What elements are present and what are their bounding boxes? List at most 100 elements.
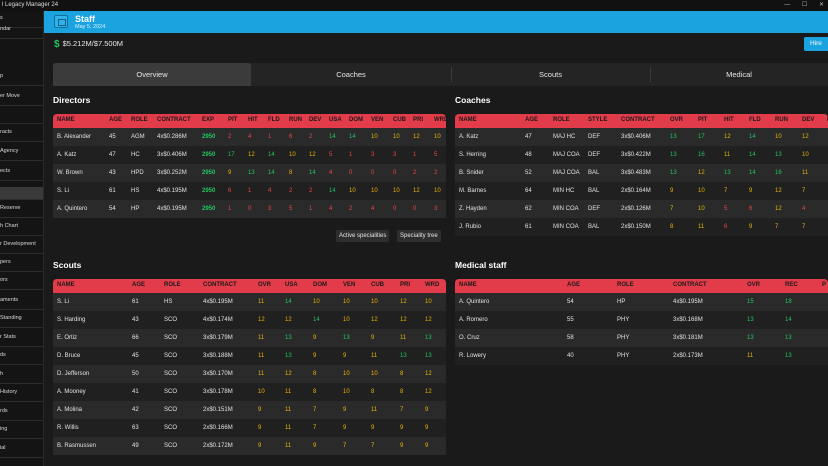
column-header[interactable]: HIT [248,117,258,123]
column-header[interactable]: FLD [749,117,761,123]
sidebar-item[interactable]: Reserve [0,205,21,211]
column-header[interactable]: DEV [802,117,815,123]
column-header[interactable]: DOM [349,117,363,123]
sidebar-item[interactable]: Agency [0,148,19,154]
column-header[interactable]: VEN [343,282,356,288]
table-row[interactable]: S. Li 61 HS 4x$0.195M 2950 6 1 4 2 2 14 10 10 10 12 10 [53,182,446,200]
sidebar-item[interactable]: r Development [0,241,36,247]
sidebar-item[interactable]: er Move [0,93,20,99]
sidebar-item[interactable]: h Chart [0,223,19,229]
sidebar-item[interactable]: r Stats [0,334,16,340]
column-header[interactable]: PIT [698,117,708,123]
column-header[interactable]: OVR [747,282,761,288]
column-header[interactable]: USA [329,117,342,123]
column-header[interactable]: PRI [413,117,424,123]
table-row[interactable]: A. Molina 42 SCO 2x$0.151M 9 11 7 9 11 7 9 [53,401,446,419]
column-header[interactable]: ROLE [553,117,570,123]
close-icon[interactable]: ✕ [818,2,824,8]
sidebar-item[interactable]: racts [0,129,12,135]
table-row[interactable]: S. Harding 43 SCO 4x$0.174M 12 12 14 10 12 12 12 [53,311,446,329]
column-header[interactable]: OVR [670,117,684,123]
table-row[interactable]: R. Willis 63 SCO 2x$0.166M 9 11 7 9 9 9 9 [53,419,446,437]
table-row[interactable]: A. Romero 55 PHY 3x$0.168M 13 14 [455,311,828,329]
minimize-icon[interactable]: — [784,2,791,8]
sidebar-item[interactable]: ects [0,168,11,174]
table-row[interactable]: A. Katz 47 HC 3x$0.406M 2950 17 12 14 10 12 5 1 3 3 1 5 [53,146,446,164]
column-header[interactable]: ROLE [617,282,634,288]
column-header[interactable]: WRD [434,117,449,123]
table-row[interactable]: A. Katz 47 MAJ HC DEF 3x$0.406M 13 17 12 14 10 12 [455,128,828,146]
sidebar-item[interactable]: p [0,73,4,79]
column-header[interactable]: USA [285,282,298,288]
table-row[interactable]: A. Quintero 54 HP 4x$0.195M 15 18 [455,293,828,311]
column-header[interactable]: CONTRACT [203,282,237,288]
table-row[interactable]: B. Rasmussen 49 SCO 2x$0.172M 9 11 9 7 7 9 9 [53,437,446,455]
sidebar-item[interactable]: ds [0,352,6,358]
column-header[interactable]: CUB [393,117,406,123]
column-header[interactable]: CUB [371,282,384,288]
column-header[interactable]: VEN [371,117,384,123]
maximize-icon[interactable]: ☐ [801,2,808,8]
column-header[interactable]: NAME [459,282,477,288]
column-header[interactable]: NAME [57,282,75,288]
table-row[interactable]: Z. Hayden 62 MIN COA DEF 2x$0.126M 7 10 5 6 12 4 [455,200,828,218]
column-header[interactable]: PRI [400,282,411,288]
column-header[interactable]: CONTRACT [673,282,707,288]
active-specialities-button[interactable]: Active specialities [336,230,390,242]
column-header[interactable]: NAME [459,117,477,123]
tab-medical[interactable]: Medical [726,70,752,79]
column-header[interactable]: RUN [775,117,788,123]
column-header[interactable]: P [822,282,827,288]
table-row[interactable]: A. Quintero 54 HP 4x$0.195M 2950 1 0 3 5 1 4 2 4 0 0 3 [53,200,446,218]
column-header[interactable]: ROLE [164,282,181,288]
sidebar-item[interactable]: History [0,389,18,395]
table-row[interactable]: S. Li 61 HS 4x$0.195M 11 14 10 10 10 12 10 [53,293,446,311]
table-row[interactable]: O. Cruz 58 PHY 3x$0.181M 13 13 [455,329,828,347]
table-row[interactable]: S. Herring 48 MAJ COA DEF 3x$0.422M 13 16 11 14 1… [455,146,828,164]
column-header[interactable]: ROLE [131,117,148,123]
column-header[interactable]: OVR [258,282,272,288]
table-row[interactable]: R. Lowery 40 PHY 2x$0.173M 11 13 [455,347,828,365]
table-row[interactable]: D. Jefferson 50 SCO 3x$0.170M 11 12 8 10 10 8 12 [53,365,446,383]
tab-overview[interactable]: Overview [53,63,251,86]
speciality-tree-button[interactable]: Speciality tree [397,230,441,242]
table-row[interactable]: M. Barnes 64 MIN HC BAL 2x$0.164M 9 10 7 9 12 7 [455,182,828,200]
table-row[interactable]: W. Brown 43 HPD 3x$0.252M 2950 9 13 14 8 14 4 0 0 0 2 2 [53,164,446,182]
tab-scouts[interactable]: Scouts [539,70,562,79]
column-header[interactable]: DEV [309,117,322,123]
column-header[interactable]: AGE [109,117,123,123]
column-header[interactable]: REC [785,282,798,288]
sidebar-item[interactable] [0,187,43,200]
table-row[interactable]: E. Ortiz 66 SCO 3x$0.179M 11 13 9 13 9 11 13 [53,329,446,347]
column-header[interactable]: PIT [228,117,238,123]
sidebar-item[interactable]: ial [0,445,6,451]
sidebar-item[interactable]: h [0,371,4,377]
table-row[interactable]: B. Alexander 45 AGM 4x$0.286M 2950 2 4 1 6 2 14 14 1… [53,128,446,146]
column-header[interactable]: AGE [132,282,146,288]
table-row[interactable]: J. Rubio 61 MIN COA BAL 2x$0.150M 8 11 6 9 7 7 [455,218,828,236]
column-header[interactable]: FLD [268,117,280,123]
column-header[interactable]: NAME [57,117,75,123]
sidebar-item[interactable]: ndar [0,26,12,32]
column-header[interactable]: CONTRACT [157,117,191,123]
column-header[interactable]: HIT [724,117,734,123]
sidebar-item[interactable]: ors [0,277,8,283]
column-header[interactable]: RUN [289,117,302,123]
hire-button[interactable]: Hire [804,37,828,51]
column-header[interactable]: WRD [425,282,440,288]
column-header[interactable]: AGE [567,282,581,288]
sidebar-item[interactable]: pers [0,259,11,265]
table-row[interactable]: D. Bruce 45 SCO 3x$0.188M 11 13 9 9 11 13 13 [53,347,446,365]
column-header[interactable]: EXP [202,117,215,123]
column-header[interactable]: AGE [525,117,539,123]
sidebar-item[interactable]: s [0,15,3,21]
table-row[interactable]: B. Snider 52 MAJ COA BAL 3x$0.483M 13 12 13 14 16… [455,164,828,182]
column-header[interactable]: CONTRACT [621,117,655,123]
table-row[interactable]: A. Mooney 41 SCO 3x$0.178M 10 11 8 10 8 8 12 [53,383,446,401]
column-header[interactable]: STYLE [588,117,608,123]
tab-coaches[interactable]: Coaches [336,70,366,79]
sidebar-item[interactable]: aments [0,297,19,303]
sidebar-item[interactable]: Standing [0,315,22,321]
sidebar-item[interactable]: rds [0,408,8,414]
column-header[interactable]: DOM [313,282,327,288]
